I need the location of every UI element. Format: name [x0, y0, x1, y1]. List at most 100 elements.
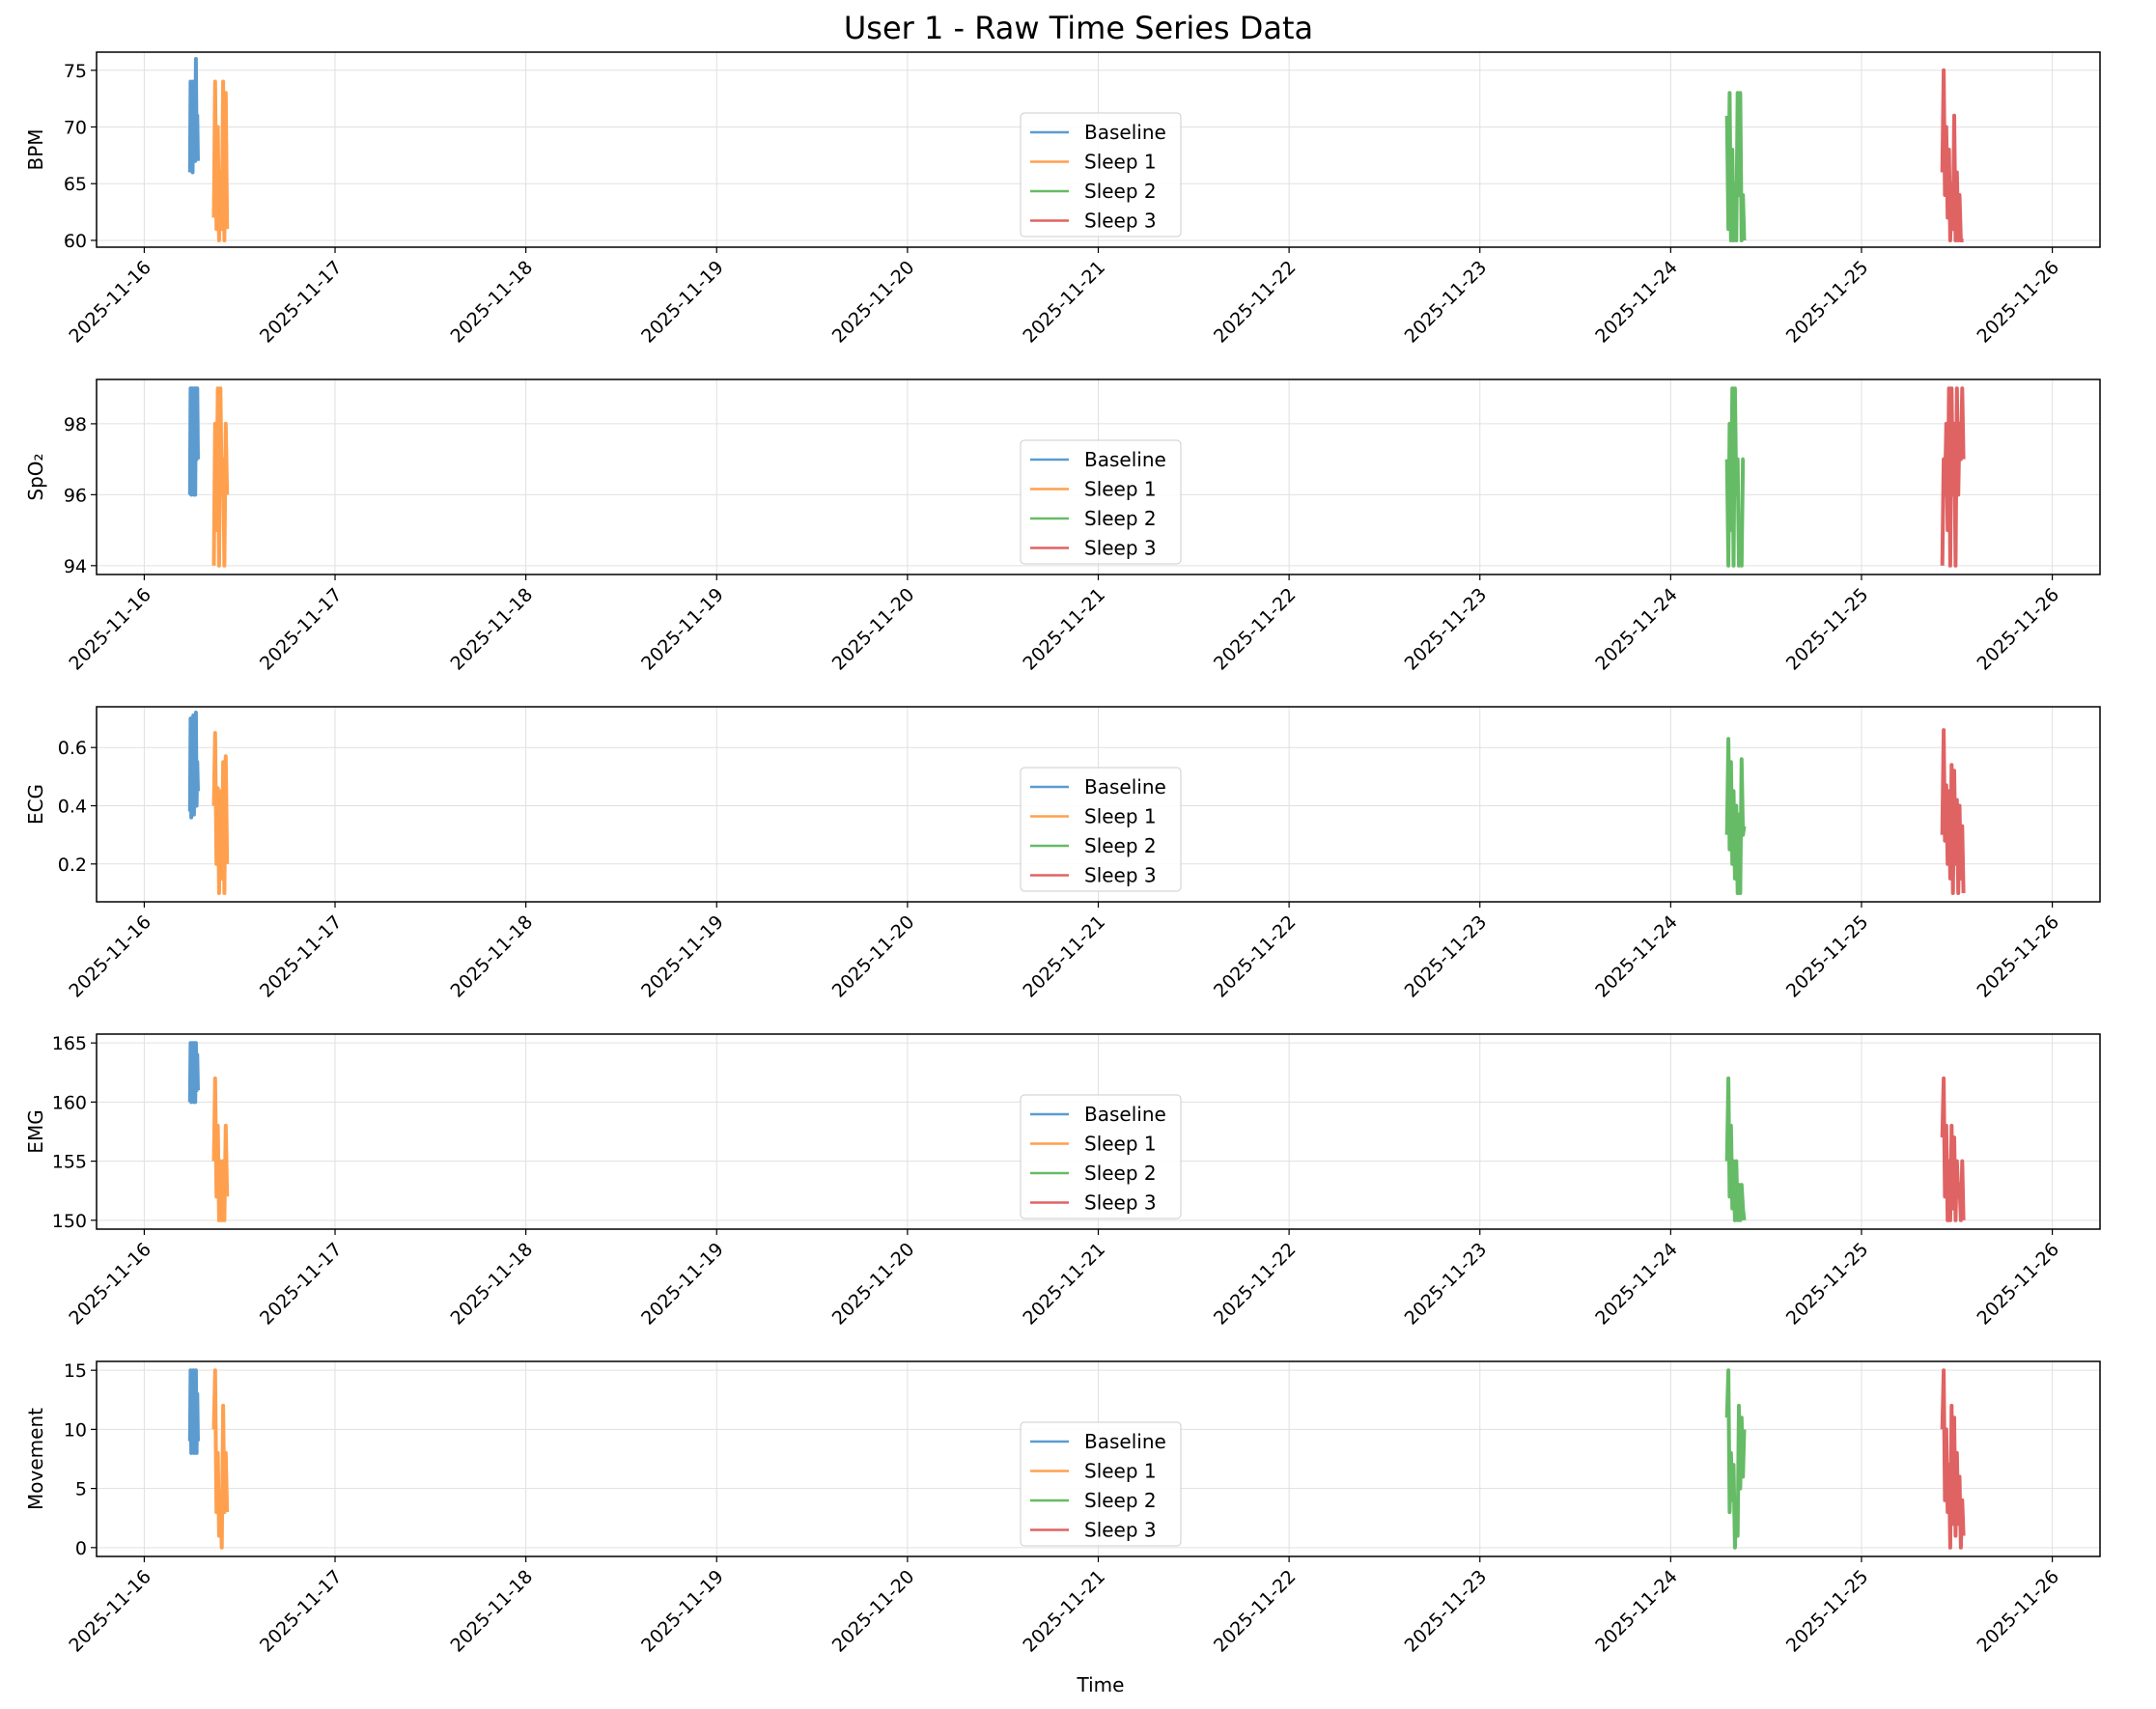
y-tick-label: 96	[64, 485, 87, 506]
series-line-sleep-1	[211, 1076, 230, 1222]
y-tick-label: 165	[52, 1033, 87, 1054]
legend-entry: Sleep 1	[1084, 805, 1157, 828]
legend: Baseline Sleep 1 Sleep 2 Sleep 3	[1020, 439, 1182, 565]
legend-entry: Baseline	[1084, 1430, 1166, 1453]
x-tick-label: 2025-11-25	[1782, 584, 1873, 675]
series-line-sleep-2	[1724, 1368, 1747, 1550]
panel-spo-: 94 96 98 SpO₂ 2025-11-16 2025-11-17 2025-11-18…	[24, 378, 2101, 675]
x-tick-label: 2025-11-21	[1019, 1239, 1109, 1330]
legend-entry: Sleep 2	[1084, 180, 1157, 203]
x-tick-label: 2025-11-19	[637, 257, 728, 348]
x-tick-label: 2025-11-17	[256, 257, 347, 348]
series-line-sleep-3	[1940, 386, 1966, 568]
series-line-baseline	[187, 1368, 200, 1455]
legend: Baseline Sleep 1 Sleep 2 Sleep 3	[1020, 112, 1182, 238]
y-axis-label: Movement	[24, 1408, 47, 1510]
x-tick-label: 2025-11-25	[1782, 257, 1873, 348]
chart-title: User 1 - Raw Time Series Data	[844, 10, 1313, 46]
x-tick-label: 2025-11-22	[1210, 911, 1301, 1002]
legend-entry: Sleep 3	[1084, 210, 1157, 233]
x-tick-label: 2025-11-17	[256, 1239, 347, 1330]
legend-entry: Sleep 1	[1084, 1460, 1157, 1483]
y-tick-label: 94	[64, 556, 87, 577]
series-line-sleep-2	[1724, 91, 1747, 242]
legend-entry: Sleep 3	[1084, 537, 1157, 560]
x-tick-label: 2025-11-21	[1019, 584, 1109, 675]
series-line-sleep-3	[1940, 1076, 1966, 1222]
x-tick-label: 2025-11-25	[1782, 1239, 1873, 1330]
legend-box	[1020, 112, 1182, 238]
x-tick-label: 2025-11-21	[1019, 911, 1109, 1002]
x-tick-label: 2025-11-24	[1591, 257, 1682, 348]
x-tick-label: 2025-11-16	[65, 911, 155, 1002]
x-tick-label: 2025-11-22	[1210, 1239, 1301, 1330]
legend-entry: Sleep 1	[1084, 1133, 1157, 1156]
x-tick-label: 2025-11-20	[828, 1566, 919, 1657]
legend-box	[1020, 1094, 1182, 1219]
x-tick-label: 2025-11-19	[637, 1239, 728, 1330]
panel-movement: 0 5 10 15 Movement 2025-11-16 2025-11-17 2025-1…	[24, 1360, 2101, 1657]
y-tick-label: 0.2	[58, 854, 87, 876]
series-line-sleep-2	[1724, 386, 1746, 568]
series-line-sleep-2	[1724, 1076, 1747, 1222]
y-tick-label: 155	[52, 1152, 87, 1173]
x-tick-label: 2025-11-23	[1401, 1239, 1492, 1330]
x-tick-label: 2025-11-19	[637, 1566, 728, 1657]
x-tick-label: 2025-11-21	[1019, 1566, 1109, 1657]
x-tick-label: 2025-11-25	[1782, 1566, 1873, 1657]
panel-bpm: 60 65 70 75 BPM 2025-11-16 2025-11-17 2025-11-1…	[24, 51, 2101, 348]
y-tick-label: 0	[75, 1538, 87, 1559]
x-axis-label: Time	[1077, 1673, 1125, 1696]
x-tick-label: 2025-11-17	[256, 911, 347, 1002]
x-tick-label: 2025-11-24	[1591, 584, 1682, 675]
series-line-baseline	[187, 711, 200, 820]
x-tick-label: 2025-11-21	[1019, 257, 1109, 348]
y-axis-label: ECG	[24, 784, 47, 825]
legend: Baseline Sleep 1 Sleep 2 Sleep 3	[1020, 767, 1182, 892]
series-line-sleep-3	[1940, 68, 1965, 242]
legend-entry: Sleep 3	[1084, 864, 1157, 887]
x-tick-label: 2025-11-16	[65, 584, 155, 675]
series-line-sleep-1	[211, 79, 230, 242]
x-tick-label: 2025-11-25	[1782, 911, 1873, 1002]
legend-entry: Baseline	[1084, 775, 1166, 798]
panel-ecg: 0.2 0.4 0.6 ECG 2025-11-16 2025-11-17 2025-11-…	[24, 706, 2101, 1002]
series-line-sleep-1	[211, 386, 230, 568]
series-line-sleep-3	[1940, 728, 1966, 895]
x-tick-label: 2025-11-17	[256, 584, 347, 675]
x-tick-label: 2025-11-20	[828, 257, 919, 348]
x-tick-label: 2025-11-26	[1973, 257, 2063, 348]
panels: 60 65 70 75 BPM 2025-11-16 2025-11-17 2025-11-1…	[24, 51, 2101, 1657]
x-tick-label: 2025-11-26	[1973, 911, 2063, 1002]
x-tick-label: 2025-11-24	[1591, 911, 1682, 1002]
x-tick-label: 2025-11-26	[1973, 1566, 2063, 1657]
x-tick-label: 2025-11-16	[65, 1566, 155, 1657]
x-tick-label: 2025-11-19	[637, 911, 728, 1002]
series-line-sleep-3	[1940, 1368, 1966, 1550]
x-tick-label: 2025-11-22	[1210, 1566, 1301, 1657]
legend-entry: Baseline	[1084, 1103, 1166, 1126]
x-tick-label: 2025-11-18	[447, 257, 538, 348]
y-tick-label: 75	[64, 61, 87, 82]
legend-entry: Sleep 3	[1084, 1519, 1157, 1542]
x-tick-label: 2025-11-18	[447, 1239, 538, 1330]
x-tick-label: 2025-11-18	[447, 584, 538, 675]
x-tick-label: 2025-11-18	[447, 1566, 538, 1657]
x-tick-label: 2025-11-23	[1401, 257, 1492, 348]
y-tick-label: 5	[75, 1479, 87, 1500]
y-tick-label: 0.6	[58, 738, 87, 759]
series-line-baseline	[187, 386, 200, 497]
x-tick-label: 2025-11-19	[637, 584, 728, 675]
x-tick-label: 2025-11-23	[1401, 1566, 1492, 1657]
y-tick-label: 160	[52, 1092, 87, 1113]
legend-entry: Sleep 2	[1084, 1162, 1157, 1185]
y-tick-label: 150	[52, 1211, 87, 1232]
legend-entry: Sleep 3	[1084, 1191, 1157, 1215]
legend-box	[1020, 1421, 1182, 1547]
x-tick-label: 2025-11-16	[65, 257, 155, 348]
y-axis-label: BPM	[24, 128, 47, 170]
series-line-sleep-2	[1724, 737, 1747, 895]
x-tick-label: 2025-11-26	[1973, 1239, 2063, 1330]
legend-entry: Sleep 2	[1084, 507, 1157, 530]
legend-entry: Baseline	[1084, 448, 1166, 471]
